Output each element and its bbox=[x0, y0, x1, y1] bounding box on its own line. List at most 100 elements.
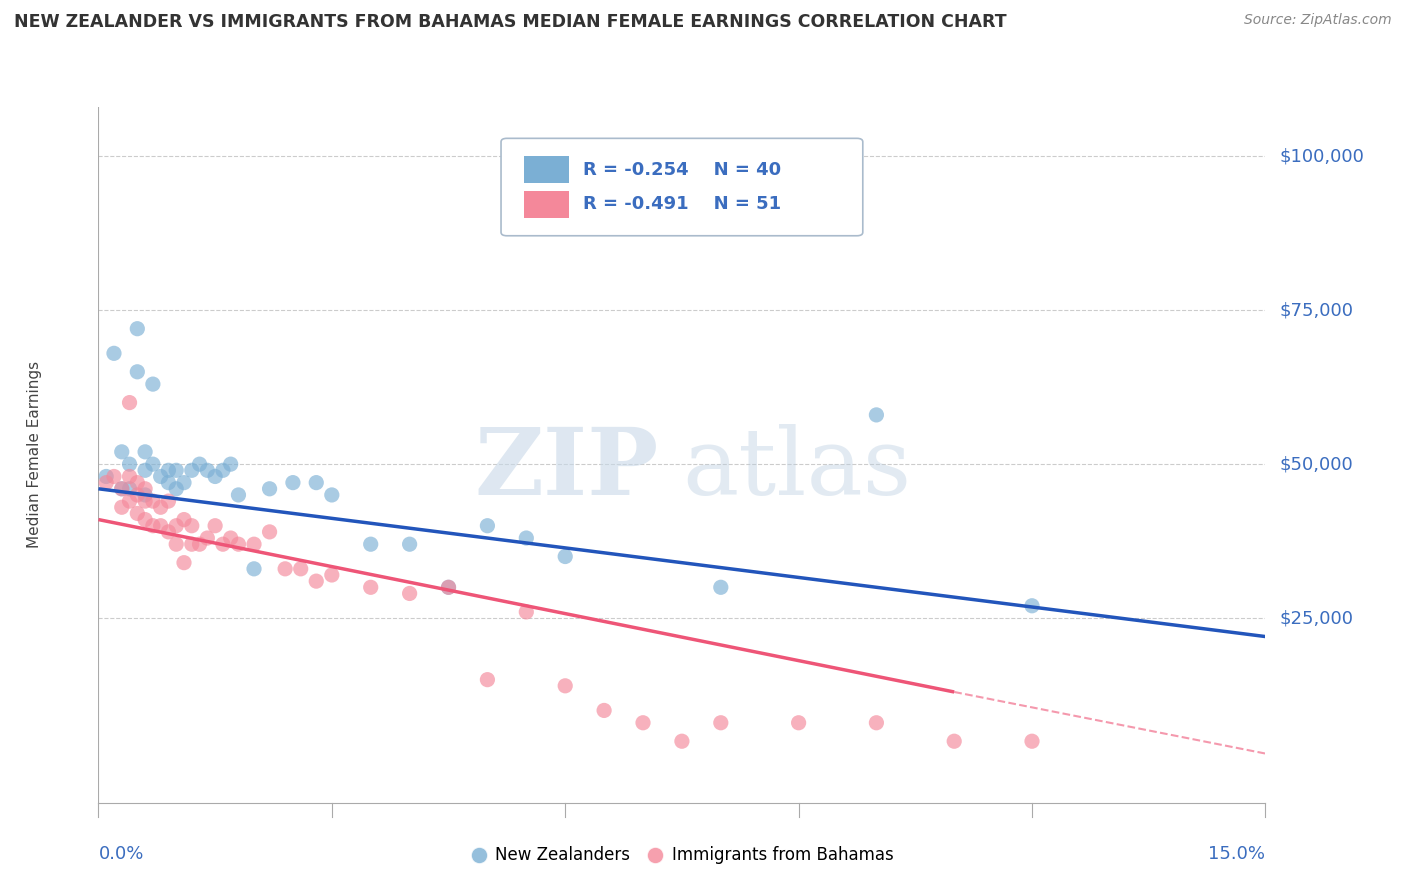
Point bbox=[118, 457, 141, 471]
Point bbox=[437, 580, 460, 594]
Point bbox=[1021, 599, 1043, 613]
Point bbox=[127, 488, 149, 502]
Text: atlas: atlas bbox=[682, 424, 911, 514]
Point bbox=[157, 524, 180, 539]
Point bbox=[173, 512, 195, 526]
Point bbox=[149, 469, 172, 483]
Point bbox=[865, 715, 887, 730]
Point bbox=[195, 463, 218, 477]
Point bbox=[173, 475, 195, 490]
Point bbox=[118, 482, 141, 496]
Point bbox=[157, 463, 180, 477]
Point bbox=[360, 580, 382, 594]
Point bbox=[127, 321, 149, 335]
Point bbox=[865, 408, 887, 422]
Point bbox=[134, 494, 156, 508]
Text: $100,000: $100,000 bbox=[1279, 147, 1364, 165]
Text: 0.0%: 0.0% bbox=[98, 845, 143, 863]
Point bbox=[103, 469, 125, 483]
Point bbox=[228, 488, 250, 502]
Point bbox=[259, 482, 281, 496]
Point bbox=[219, 531, 242, 545]
Point bbox=[142, 518, 165, 533]
Point bbox=[118, 469, 141, 483]
Point bbox=[180, 518, 202, 533]
Text: $25,000: $25,000 bbox=[1279, 609, 1354, 627]
Point bbox=[631, 715, 654, 730]
Point bbox=[142, 457, 165, 471]
Point bbox=[103, 346, 125, 360]
Point bbox=[243, 562, 266, 576]
Point bbox=[305, 475, 328, 490]
Point bbox=[212, 537, 235, 551]
Text: $75,000: $75,000 bbox=[1279, 301, 1354, 319]
Point bbox=[671, 734, 693, 748]
Point bbox=[212, 463, 235, 477]
Point bbox=[149, 500, 172, 515]
Point bbox=[710, 580, 733, 594]
Text: 15.0%: 15.0% bbox=[1208, 845, 1265, 863]
Text: Source: ZipAtlas.com: Source: ZipAtlas.com bbox=[1244, 13, 1392, 28]
Legend: New Zealanders, Immigrants from Bahamas: New Zealanders, Immigrants from Bahamas bbox=[464, 839, 900, 871]
Point bbox=[134, 463, 156, 477]
Point bbox=[127, 365, 149, 379]
Point bbox=[274, 562, 297, 576]
Point bbox=[142, 494, 165, 508]
Point bbox=[157, 475, 180, 490]
Point bbox=[180, 537, 202, 551]
Point bbox=[195, 531, 218, 545]
Point bbox=[134, 482, 156, 496]
Point bbox=[134, 445, 156, 459]
Point bbox=[554, 549, 576, 564]
Point bbox=[437, 580, 460, 594]
Point bbox=[204, 469, 226, 483]
Point bbox=[787, 715, 810, 730]
Point bbox=[593, 703, 616, 717]
Text: ZIP: ZIP bbox=[474, 424, 658, 514]
FancyBboxPatch shape bbox=[501, 138, 863, 235]
Point bbox=[111, 482, 134, 496]
Point bbox=[188, 457, 211, 471]
Text: Median Female Earnings: Median Female Earnings bbox=[27, 361, 42, 549]
Point bbox=[281, 475, 304, 490]
Point bbox=[360, 537, 382, 551]
Point bbox=[111, 482, 134, 496]
Point bbox=[477, 518, 499, 533]
Point bbox=[243, 537, 266, 551]
Point bbox=[134, 488, 156, 502]
Point bbox=[165, 537, 187, 551]
Point bbox=[149, 518, 172, 533]
Point bbox=[398, 537, 420, 551]
Point bbox=[127, 507, 149, 521]
Point bbox=[111, 445, 134, 459]
Point bbox=[173, 556, 195, 570]
Point bbox=[398, 586, 420, 600]
Point bbox=[165, 463, 187, 477]
Point bbox=[1021, 734, 1043, 748]
Point bbox=[477, 673, 499, 687]
Point bbox=[96, 475, 118, 490]
Text: R = -0.254    N = 40: R = -0.254 N = 40 bbox=[582, 161, 780, 178]
Point bbox=[515, 531, 537, 545]
Text: NEW ZEALANDER VS IMMIGRANTS FROM BAHAMAS MEDIAN FEMALE EARNINGS CORRELATION CHAR: NEW ZEALANDER VS IMMIGRANTS FROM BAHAMAS… bbox=[14, 13, 1007, 31]
Point bbox=[165, 518, 187, 533]
Point bbox=[118, 494, 141, 508]
Point bbox=[321, 488, 343, 502]
Point bbox=[554, 679, 576, 693]
Point bbox=[96, 469, 118, 483]
Point bbox=[134, 512, 156, 526]
Point bbox=[142, 377, 165, 392]
Point bbox=[259, 524, 281, 539]
Point bbox=[204, 518, 226, 533]
FancyBboxPatch shape bbox=[524, 156, 568, 183]
Point bbox=[165, 482, 187, 496]
Point bbox=[228, 537, 250, 551]
Point bbox=[290, 562, 312, 576]
Point bbox=[305, 574, 328, 589]
Point bbox=[321, 568, 343, 582]
Point bbox=[943, 734, 966, 748]
Point bbox=[180, 463, 202, 477]
Point bbox=[111, 500, 134, 515]
Point bbox=[515, 605, 537, 619]
Point bbox=[127, 475, 149, 490]
